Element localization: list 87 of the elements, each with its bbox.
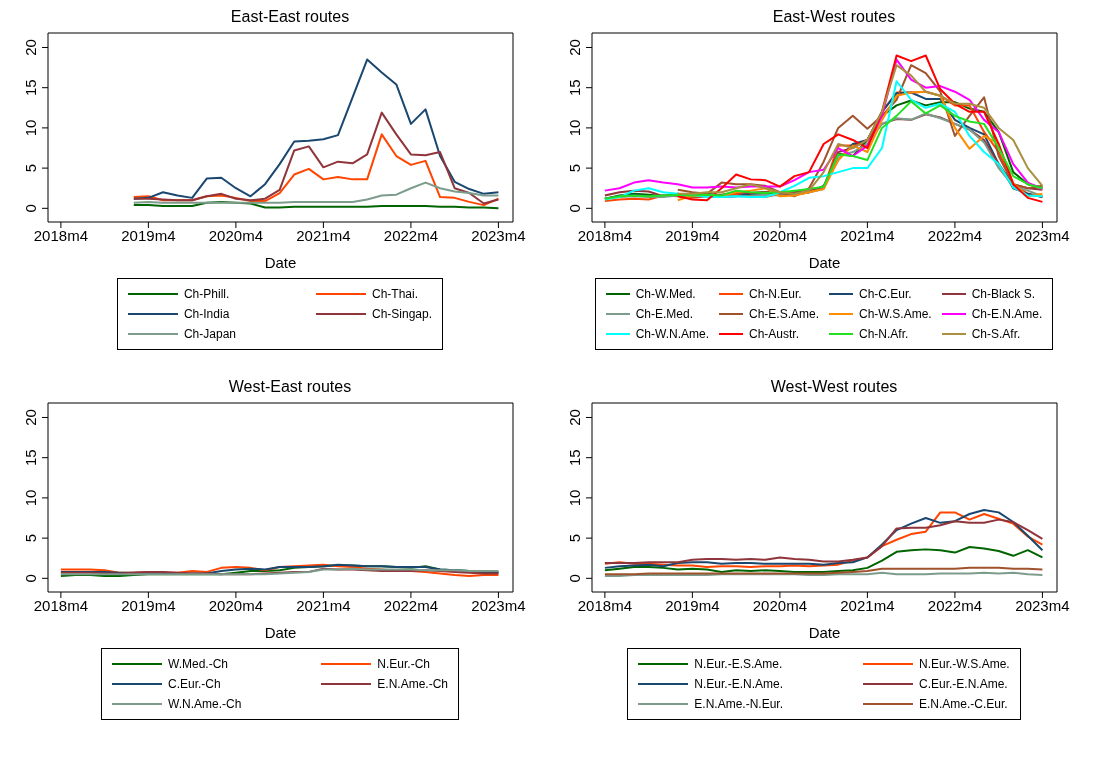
- legend-label: Ch-E.Med.: [635, 307, 693, 321]
- line-series: [132, 181, 500, 204]
- legend-label: Ch-C.Eur.: [859, 287, 912, 301]
- y-tick-label: 10: [22, 119, 39, 137]
- line-series: [603, 518, 1044, 565]
- legend-label: Ch-S.Afr.: [971, 327, 1021, 341]
- x-tick-label: 2020m4: [752, 226, 808, 244]
- y-tick-label: 10: [566, 119, 583, 137]
- legend-label: Ch-Phill.: [183, 287, 230, 301]
- y-tick-label: 0: [22, 574, 39, 583]
- legend-label: W.N.Ame.-Ch: [167, 697, 242, 711]
- y-tick-label: 20: [566, 409, 583, 426]
- x-tick-label: 2021m4: [296, 596, 351, 614]
- x-tick-label: 2018m4: [33, 226, 88, 244]
- x-tick-label: 2019m4: [665, 596, 720, 614]
- x-axis-title: Date: [808, 624, 841, 641]
- legend-label: Ch-Japan: [183, 327, 236, 341]
- legend-label: N.Eur.-E.N.Ame.: [694, 677, 783, 691]
- legend-label: Ch-Austr.: [748, 327, 799, 341]
- x-tick-label: 2021m4: [296, 226, 351, 244]
- y-tick-label: 15: [566, 79, 583, 97]
- legend-label: W.Med.-Ch: [167, 657, 228, 671]
- x-tick-label: 2018m4: [33, 596, 88, 614]
- legend-label: Ch-W.Med.: [635, 287, 696, 301]
- x-tick-label: 2022m4: [927, 226, 983, 244]
- y-tick-label: 15: [566, 449, 583, 467]
- y-tick-label: 15: [22, 79, 39, 97]
- legend-label: E.N.Ame.-Ch: [377, 677, 449, 691]
- legend-label: Ch-Singap.: [371, 307, 433, 321]
- x-tick-label: 2023m4: [471, 226, 526, 244]
- line-series: [603, 566, 1044, 576]
- x-axis-title: Date: [808, 254, 841, 271]
- y-tick-label: 5: [22, 533, 39, 543]
- y-tick-label: 20: [22, 39, 39, 56]
- chart-title: East-East routes: [229, 8, 351, 27]
- legend-label: N.Eur.-W.S.Ame.: [919, 657, 1010, 671]
- y-tick-label: 0: [566, 204, 583, 213]
- legend-label: Ch-N.Eur.: [748, 287, 802, 301]
- x-axis-title: Date: [264, 254, 297, 271]
- legend-label: Ch-E.N.Ame.: [971, 307, 1043, 321]
- legend-label: Ch-Thai.: [371, 287, 418, 301]
- x-tick-label: 2022m4: [927, 596, 983, 614]
- x-tick-label: 2018m4: [577, 226, 632, 244]
- line-series: [603, 545, 1044, 573]
- y-tick-label: 5: [566, 533, 583, 543]
- x-tick-label: 2019m4: [665, 226, 720, 244]
- x-tick-label: 2018m4: [577, 596, 632, 614]
- chart-title: West-West routes: [769, 378, 899, 397]
- legend-label: Ch-Black S.: [971, 287, 1036, 301]
- legend-label: Ch-W.N.Ame.: [635, 327, 709, 341]
- x-tick-label: 2020m4: [208, 226, 264, 244]
- y-tick-label: 10: [22, 489, 39, 507]
- legend-label: N.Eur.-Ch: [377, 657, 431, 671]
- y-tick-label: 0: [22, 204, 39, 213]
- y-tick-label: 0: [566, 574, 583, 583]
- x-tick-label: 2021m4: [840, 226, 895, 244]
- x-tick-label: 2020m4: [752, 596, 808, 614]
- x-tick-label: 2022m4: [383, 226, 439, 244]
- legend-label: N.Eur.-E.S.Ame.: [694, 657, 783, 671]
- x-tick-label: 2020m4: [208, 596, 264, 614]
- line-series: [603, 58, 1044, 192]
- x-axis-title: Date: [264, 624, 297, 641]
- x-tick-label: 2022m4: [383, 596, 439, 614]
- legend-label: Ch-W.S.Ame.: [859, 307, 932, 321]
- y-tick-label: 15: [22, 449, 39, 467]
- line-series: [132, 111, 500, 205]
- x-tick-label: 2019m4: [121, 596, 176, 614]
- y-tick-label: 10: [566, 489, 583, 507]
- legend-label: C.Eur.-E.N.Ame.: [919, 677, 1008, 691]
- y-tick-label: 5: [566, 163, 583, 173]
- legend-label: Ch-N.Afr.: [859, 327, 909, 341]
- y-tick-label: 5: [22, 163, 39, 173]
- x-tick-label: 2023m4: [1015, 226, 1070, 244]
- line-series: [132, 200, 500, 210]
- x-tick-label: 2023m4: [471, 596, 526, 614]
- y-tick-label: 20: [22, 409, 39, 426]
- x-tick-label: 2019m4: [121, 226, 176, 244]
- legend-label: Ch-E.S.Ame.: [748, 307, 819, 321]
- legend-label: E.N.Ame.-C.Eur.: [919, 697, 1008, 711]
- chart-title: East-West routes: [771, 8, 897, 27]
- legend-label: Ch-India: [183, 307, 230, 321]
- chart-title: West-East routes: [227, 378, 353, 397]
- legend-label: E.N.Ame.-N.Eur.: [694, 697, 783, 711]
- x-tick-label: 2023m4: [1015, 596, 1070, 614]
- y-tick-label: 20: [566, 39, 583, 56]
- x-tick-label: 2021m4: [840, 596, 895, 614]
- legend-label: C.Eur.-Ch: [167, 677, 221, 691]
